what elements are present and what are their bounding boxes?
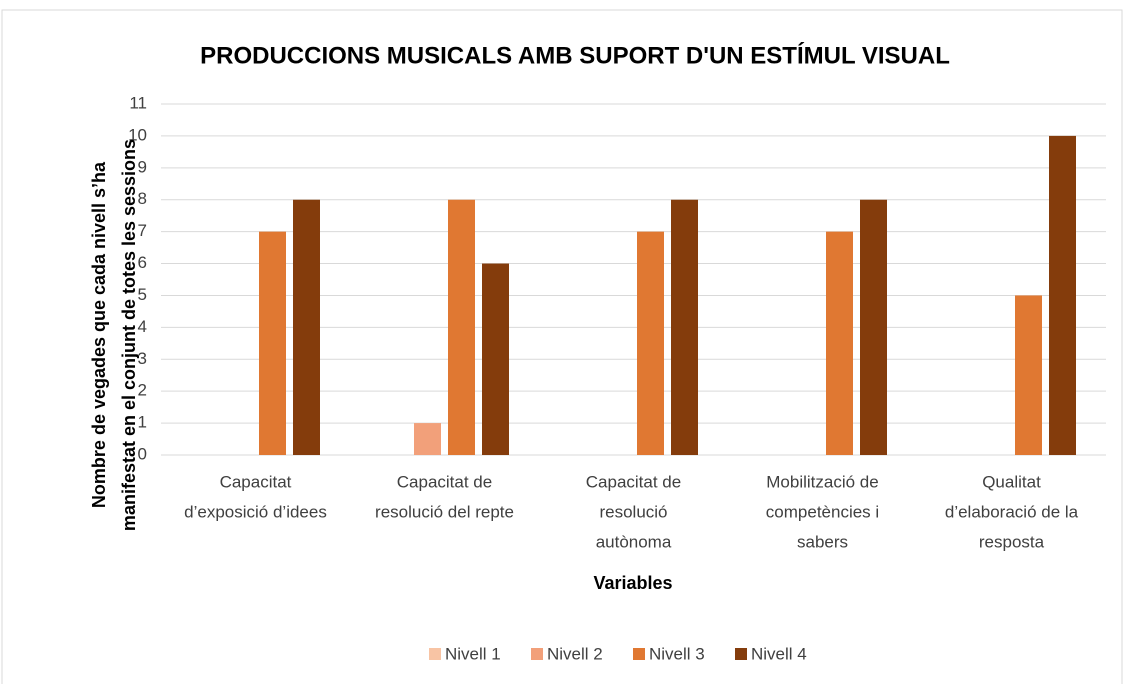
y-tick-label: 6 [138, 253, 147, 272]
y-tick-label: 0 [138, 444, 147, 463]
legend-label: Nivell 4 [751, 644, 807, 663]
y-axis-label: Nombre de vegades que cada nivell s’ha [89, 161, 109, 508]
x-tick-label: resolució [599, 502, 667, 521]
bar [1049, 135, 1076, 455]
legend-swatch [531, 648, 543, 660]
x-tick-label: autònoma [596, 532, 672, 551]
y-tick-label: 5 [138, 285, 147, 304]
legend-label: Nivell 1 [445, 644, 501, 663]
legend-label: Nivell 3 [649, 644, 705, 663]
x-tick-label: Capacitat [220, 472, 292, 491]
x-tick-label: d’exposició d’idees [184, 502, 327, 521]
y-tick-label: 9 [138, 157, 147, 176]
x-tick-label: resposta [979, 532, 1045, 551]
y-tick-label: 1 [138, 413, 147, 432]
bar [414, 423, 441, 455]
x-tick-label: resolució del repte [375, 502, 514, 521]
bar [448, 199, 475, 455]
x-tick-label: d’elaboració de la [945, 502, 1079, 521]
y-tick-label: 7 [138, 221, 147, 240]
y-tick-label: 3 [138, 349, 147, 368]
legend-swatch [735, 648, 747, 660]
chart-frame [1, 9, 1123, 684]
legend-swatch [429, 648, 441, 660]
x-axis-label: Variables [593, 573, 672, 593]
bar [671, 199, 698, 455]
y-axis-label: manifestat en el conjunt de totes les se… [119, 139, 139, 531]
x-tick-label: sabers [797, 532, 848, 551]
legend-swatch [633, 648, 645, 660]
bar [482, 263, 509, 455]
bar [860, 199, 887, 455]
bar [637, 231, 664, 455]
chart-title: PRODUCCIONS MUSICALS AMB SUPORT D'UN EST… [200, 41, 950, 69]
x-tick-label: Capacitat de [586, 472, 681, 491]
y-tick-label: 11 [129, 93, 147, 112]
x-tick-label: competències i [766, 502, 879, 521]
y-tick-label: 4 [138, 317, 147, 336]
x-tick-label: Qualitat [982, 472, 1041, 491]
bar [293, 199, 320, 455]
y-tick-label: 2 [138, 381, 147, 400]
legend-label: Nivell 2 [547, 644, 603, 663]
y-tick-label: 8 [138, 189, 147, 208]
bar [259, 231, 286, 455]
x-tick-label: Mobilització de [766, 472, 878, 491]
x-tick-label: Capacitat de [397, 472, 492, 491]
y-tick-label: 10 [128, 125, 147, 144]
bar [826, 231, 853, 455]
bar [1015, 295, 1042, 455]
